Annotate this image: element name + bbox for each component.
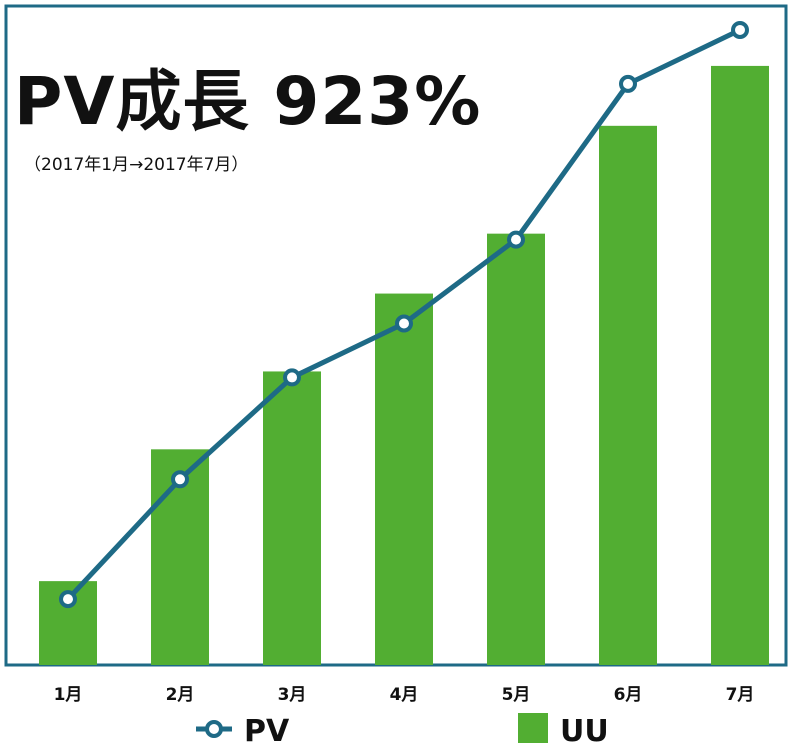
- x-tick-label: 5月: [502, 685, 531, 705]
- pv-point-3: [283, 368, 301, 387]
- uu-bar-6: [599, 125, 657, 666]
- pv-line-layer: [59, 20, 749, 609]
- uu-bar-5: [487, 233, 545, 665]
- legend-pv-marker: [205, 720, 223, 738]
- legend-uu-swatch: [518, 713, 548, 743]
- pv-point-1: [59, 590, 77, 609]
- chart-title: PV成長 923%: [14, 63, 482, 140]
- x-tick-label: 2月: [166, 685, 195, 705]
- uu-bar-4: [375, 293, 433, 665]
- x-tick-label: 6月: [614, 685, 643, 705]
- pv-point-7: [731, 20, 749, 39]
- legend-uu-label: UU: [560, 714, 609, 749]
- x-tick-label: 1月: [54, 685, 83, 705]
- uu-bar-7: [711, 65, 769, 666]
- pv-point-6: [619, 74, 637, 93]
- bars-layer: [39, 65, 769, 666]
- pv-point-2: [171, 470, 189, 489]
- x-tick-labels: 1月 2月 3月 4月 5月 6月 7月: [54, 685, 755, 705]
- x-tick-label: 7月: [726, 685, 755, 705]
- x-tick-label: 3月: [278, 685, 307, 705]
- uu-bar-3: [263, 371, 321, 665]
- pv-point-5: [507, 230, 525, 249]
- chart-subtitle: （2017年1月→2017年7月）: [24, 155, 249, 175]
- legend: PV UU: [196, 713, 609, 749]
- x-tick-label: 4月: [390, 685, 419, 705]
- pv-point-4: [395, 314, 413, 333]
- legend-pv-label: PV: [244, 714, 290, 749]
